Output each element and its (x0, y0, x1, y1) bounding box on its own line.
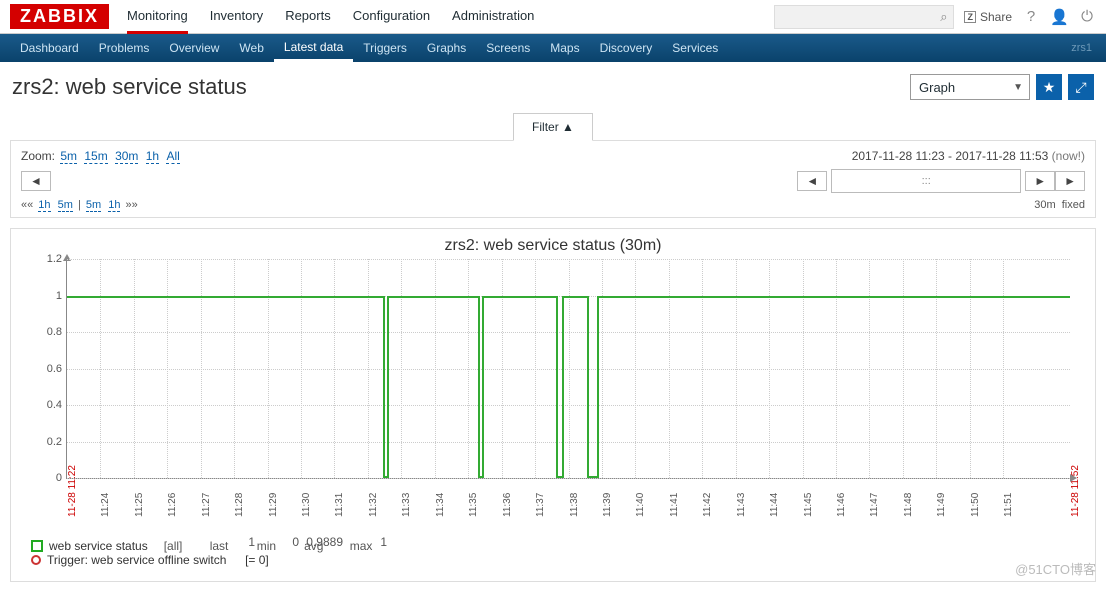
time-controls: Zoom: 5m 15m 30m 1h All 2017-11-28 11:23… (10, 140, 1096, 218)
subnav-latest-data[interactable]: Latest data (274, 34, 353, 62)
subnav-services[interactable]: Services (662, 34, 728, 62)
slider-right[interactable]: ► (1025, 171, 1055, 191)
user-icon[interactable]: 👤 (1050, 8, 1068, 26)
topnav-reports[interactable]: Reports (285, 0, 331, 34)
nav-5m[interactable]: 5m (86, 199, 101, 212)
zoom-All[interactable]: All (166, 149, 179, 164)
subnav-dashboard[interactable]: Dashboard (10, 34, 89, 62)
topnav-inventory[interactable]: Inventory (210, 0, 263, 34)
zoom-30m[interactable]: 30m (115, 149, 138, 164)
topnav-administration[interactable]: Administration (452, 0, 534, 34)
logout-icon[interactable]: ⏻ (1078, 8, 1096, 25)
fullscreen-button[interactable]: ⤢ (1068, 74, 1094, 100)
series-swatch (31, 540, 43, 552)
scroll-right-button[interactable]: ► (1055, 171, 1085, 191)
nav-5m[interactable]: 5m (58, 199, 73, 212)
chart-legend: web service status [all] last min avg ma… (31, 539, 1085, 567)
search-input[interactable] (781, 10, 940, 24)
zoom-15m[interactable]: 15m (84, 149, 107, 164)
scroll-left-button[interactable]: ◄ (21, 171, 51, 191)
subnav-problems[interactable]: Problems (89, 34, 160, 62)
host-label: zrs1 (1071, 42, 1096, 54)
filter-toggle[interactable]: Filter ▲ (513, 113, 593, 141)
zabbix-logo: ZABBIX (10, 4, 109, 29)
nav-1h[interactable]: 1h (38, 199, 50, 212)
page-title: zrs2: web service status (12, 74, 247, 100)
subnav-screens[interactable]: Screens (476, 34, 540, 62)
trigger-swatch (31, 555, 41, 565)
nav-1h[interactable]: 1h (108, 199, 120, 212)
time-range: 2017-11-28 11:23 - 2017-11-28 11:53 (now… (852, 149, 1085, 163)
trigger-expr: [= 0] (245, 553, 269, 567)
watermark: @51CTO博客 (1015, 559, 1096, 578)
trigger-label: Trigger: web service offline switch (47, 553, 226, 567)
sub-nav: DashboardProblemsOverviewWebLatest dataT… (0, 34, 1106, 62)
subnav-discovery[interactable]: Discovery (590, 34, 663, 62)
zoom-controls: Zoom: 5m 15m 30m 1h All (21, 149, 182, 163)
topnav-configuration[interactable]: Configuration (353, 0, 430, 34)
subnav-maps[interactable]: Maps (540, 34, 589, 62)
help-icon[interactable]: ? (1022, 8, 1040, 25)
top-nav: Monitoring Inventory Reports Configuration A… (127, 0, 534, 34)
search-icon[interactable]: ⌕ (940, 9, 947, 25)
topnav-monitoring[interactable]: Monitoring (127, 0, 188, 34)
zoom-1h[interactable]: 1h (146, 149, 159, 164)
zoom-5m[interactable]: 5m (60, 149, 77, 164)
favorite-button[interactable]: ★ (1036, 74, 1062, 100)
share-button[interactable]: Z Share (964, 10, 1012, 24)
series-name: web service status (49, 539, 148, 553)
subnav-triggers[interactable]: Triggers (353, 34, 417, 62)
period-nav: «« 1h 5m | 5m 1h »» (21, 199, 138, 211)
slider-left[interactable]: ◄ (797, 171, 827, 191)
chart-container: zrs2: web service status (30m) 00.20.40.… (10, 228, 1096, 582)
subnav-web[interactable]: Web (229, 34, 273, 62)
time-slider[interactable]: ::: (831, 169, 1021, 193)
chart-title: zrs2: web service status (30m) (21, 237, 1085, 255)
subnav-graphs[interactable]: Graphs (417, 34, 476, 62)
view-select[interactable]: Graph (910, 74, 1030, 100)
subnav-overview[interactable]: Overview (159, 34, 229, 62)
chart-plot: 00.20.40.60.811.211-28 11:2211:2411:2511… (66, 259, 1070, 479)
global-search[interactable]: ⌕ (774, 5, 954, 29)
